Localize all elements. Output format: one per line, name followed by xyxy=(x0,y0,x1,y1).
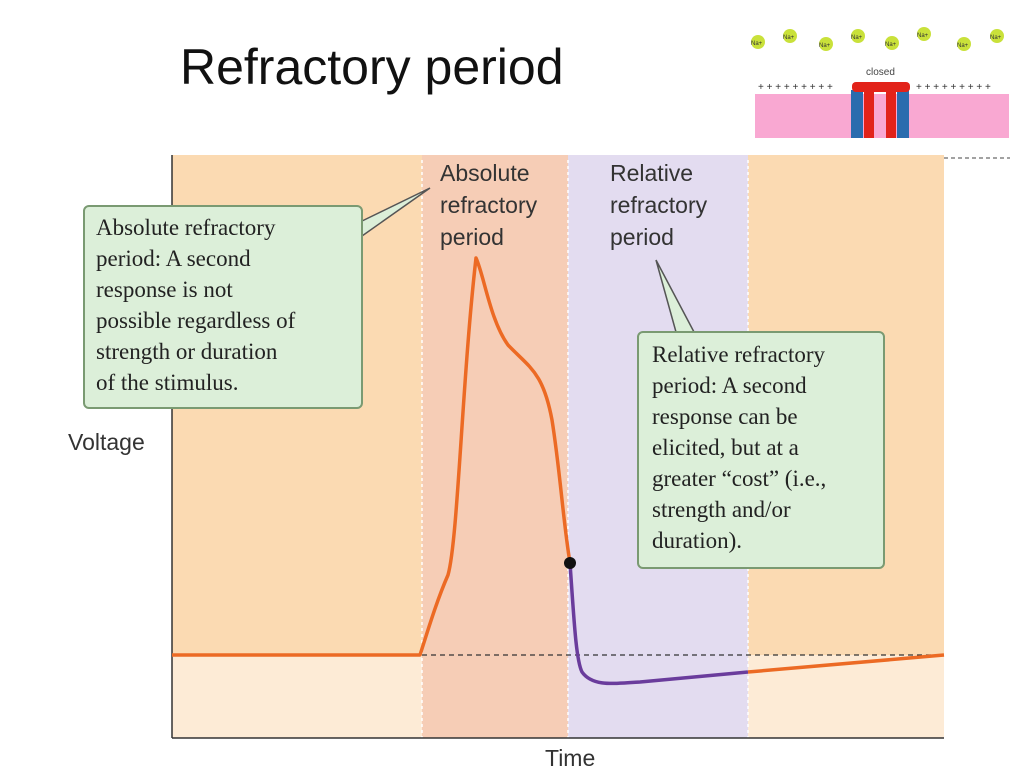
sodium-ion: Na+ xyxy=(851,29,865,43)
sodium-ion: Na+ xyxy=(783,29,797,43)
relative-band-label: Relative refractory period xyxy=(610,160,714,250)
action-potential-curve xyxy=(172,256,572,657)
charge-row-left: + + + + + + + + + xyxy=(758,82,833,93)
sodium-ion: Na+ xyxy=(819,37,833,51)
page-title: Refractory period xyxy=(180,39,564,95)
absolute-band-label: Absolute refractory period xyxy=(440,160,544,250)
channel-right-wall xyxy=(897,90,909,138)
sodium-ion: Na+ xyxy=(957,37,971,51)
recovery-curve xyxy=(747,653,945,674)
svg-text:Na+: Na+ xyxy=(751,41,763,47)
membrane-band xyxy=(755,94,1009,138)
y-axis-label: Voltage xyxy=(68,429,145,455)
sodium-ion: Na+ xyxy=(917,27,931,41)
hyperpolarization-curve xyxy=(568,562,749,686)
channel-state-label: closed xyxy=(866,67,895,78)
sodium-ion: Na+ xyxy=(990,29,1004,43)
absolute-callout-pointer xyxy=(359,187,431,237)
x-axis-label: Time xyxy=(545,745,595,768)
svg-text:Na+: Na+ xyxy=(783,35,795,41)
ion-channel-inset: closed + + + + + + + + + + + + + + + + +… xyxy=(751,27,1010,159)
relative-callout-text: Relative refractory period: A second res… xyxy=(652,342,832,553)
channel-gate-top xyxy=(852,82,910,92)
relative-callout-pointer xyxy=(655,259,695,333)
svg-text:Na+: Na+ xyxy=(819,43,831,49)
channel-gate-right xyxy=(886,90,896,138)
channel-left-wall xyxy=(851,90,863,138)
svg-text:Na+: Na+ xyxy=(851,35,863,41)
absolute-refractory-band xyxy=(422,155,568,738)
charge-row-right: + + + + + + + + + xyxy=(916,82,991,93)
absolute-callout-text: Absolute refractory period: A second res… xyxy=(96,215,301,395)
channel-gate-left xyxy=(864,90,874,138)
sodium-ion: Na+ xyxy=(751,35,765,49)
svg-text:Na+: Na+ xyxy=(885,42,897,48)
svg-text:Na+: Na+ xyxy=(917,33,929,39)
sodium-ion: Na+ xyxy=(885,36,899,50)
absolute-callout-box xyxy=(83,205,363,409)
relative-callout-box xyxy=(637,331,885,569)
svg-text:Na+: Na+ xyxy=(990,35,1002,41)
transition-point xyxy=(564,557,576,569)
svg-text:Na+: Na+ xyxy=(957,43,969,49)
